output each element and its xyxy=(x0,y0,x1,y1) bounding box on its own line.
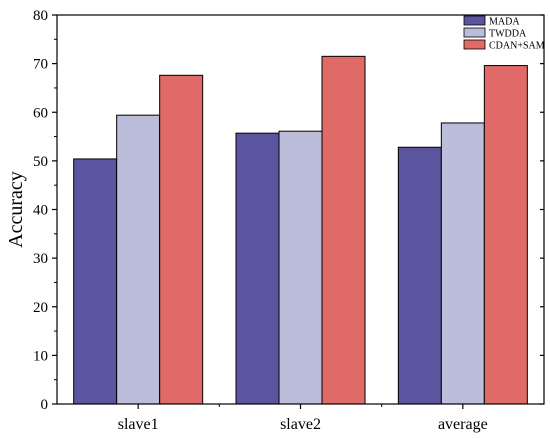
y-tick-label-30: 30 xyxy=(33,251,48,267)
bar-cdan-sam-average xyxy=(483,65,528,405)
legend-swatch-mada xyxy=(463,15,486,26)
legend-label-cdan-sam: CDAN+SAM xyxy=(489,41,545,52)
bar-cdan-sam-slave1 xyxy=(159,74,204,405)
legend-label-mada: MADA xyxy=(489,17,520,28)
y-tick-label-70: 70 xyxy=(33,57,48,73)
x-tick-label-slave2: slave2 xyxy=(280,416,321,433)
bar-mada-slave1 xyxy=(73,158,118,405)
y-tick-label-10: 10 xyxy=(33,348,48,364)
bar-twdda-average xyxy=(440,122,485,405)
legend-swatch-twdda xyxy=(463,27,486,38)
y-tick-label-20: 20 xyxy=(33,300,48,316)
y-tick-label-40: 40 xyxy=(33,203,48,219)
y-tick-label-80: 80 xyxy=(33,8,48,24)
y-tick-label-0: 0 xyxy=(41,397,49,413)
bar-mada-slave2 xyxy=(235,132,280,405)
bars-layer xyxy=(73,55,528,405)
axes-layer: 0 10 20 30 40 50 60 70 80 slave1 slave2 average xyxy=(33,8,544,433)
x-tick-label-average: average xyxy=(438,416,488,433)
y-tick-label-60: 60 xyxy=(33,105,48,121)
bar-twdda-slave1 xyxy=(116,114,161,405)
bar-cdan-sam-slave2 xyxy=(321,55,366,405)
y-axis-title: Accuracy xyxy=(5,171,27,248)
x-tick-label-slave1: slave1 xyxy=(118,416,159,433)
bar-mada-average xyxy=(397,146,442,405)
bar-twdda-slave2 xyxy=(278,130,323,405)
legend-label-twdda: TWDDA xyxy=(489,29,527,40)
legend-swatch-cdan-sam xyxy=(463,39,486,50)
y-tick-label-50: 50 xyxy=(33,154,48,170)
